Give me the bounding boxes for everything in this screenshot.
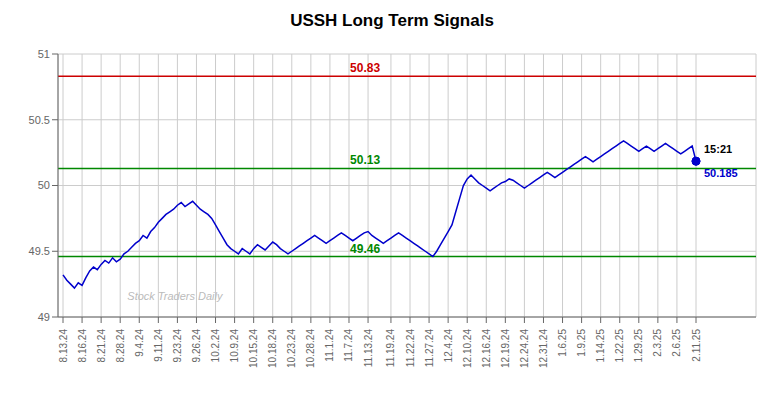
svg-text:8.16.24: 8.16.24 (77, 329, 88, 363)
svg-text:51: 51 (38, 48, 50, 60)
svg-text:11.22.24: 11.22.24 (405, 329, 416, 368)
svg-text:9.11.24: 9.11.24 (153, 329, 164, 362)
svg-text:10.18.24: 10.18.24 (267, 329, 278, 368)
svg-text:12.16.24: 12.16.24 (481, 329, 492, 368)
svg-text:10.2.24: 10.2.24 (210, 329, 221, 363)
svg-text:9.23.24: 9.23.24 (172, 329, 183, 363)
svg-text:50: 50 (38, 179, 50, 191)
svg-text:50.5: 50.5 (29, 114, 50, 126)
svg-text:1.29.25: 1.29.25 (633, 329, 644, 363)
html-text:Stock Traders Daily: Stock Traders Daily (127, 289, 223, 302)
svg-text:15:21: 15:21 (704, 143, 732, 155)
svg-text:1.22.25: 1.22.25 (614, 329, 625, 363)
svg-text:8.13.24: 8.13.24 (58, 329, 69, 363)
svg-text:9.4.24: 9.4.24 (134, 329, 145, 357)
svg-text:50.13: 50.13 (350, 153, 380, 167)
svg-text:1.14.25: 1.14.25 (595, 329, 606, 363)
svg-text:8.21.24: 8.21.24 (96, 329, 107, 363)
svg-text:2.3.25: 2.3.25 (652, 329, 663, 357)
svg-text:11.1.24: 11.1.24 (324, 329, 335, 362)
svg-text:10.9.24: 10.9.24 (229, 329, 240, 363)
svg-text:8.28.24: 8.28.24 (115, 329, 126, 363)
svg-text:12.4.24: 12.4.24 (443, 329, 454, 363)
svg-text:11.19.24: 11.19.24 (385, 329, 396, 368)
svg-text:12.24.24: 12.24.24 (519, 329, 530, 368)
svg-text:12.19.24: 12.19.24 (500, 329, 511, 368)
svg-text:10.28.24: 10.28.24 (305, 329, 316, 368)
svg-text:12.31.24: 12.31.24 (538, 329, 549, 368)
svg-text:1.6.25: 1.6.25 (557, 329, 568, 357)
svg-text:49: 49 (38, 311, 50, 323)
svg-text:49.46: 49.46 (350, 242, 380, 256)
svg-text:9.26.24: 9.26.24 (191, 329, 202, 363)
svg-text:49.5: 49.5 (29, 245, 50, 257)
html-text:USSH Long Term Signals: USSH Long Term Signals (290, 11, 494, 30)
svg-text:11.13.24: 11.13.24 (363, 329, 374, 368)
svg-text:10.23.24: 10.23.24 (286, 329, 297, 368)
svg-text:50.185: 50.185 (704, 167, 738, 179)
svg-text:2.6.25: 2.6.25 (671, 329, 682, 357)
svg-text:1.9.25: 1.9.25 (576, 329, 587, 357)
svg-text:10.15.24: 10.15.24 (248, 329, 259, 368)
svg-text:12.10.24: 12.10.24 (462, 329, 473, 368)
svg-text:11.27.24: 11.27.24 (424, 329, 435, 368)
svg-text:50.83: 50.83 (350, 61, 380, 75)
svg-text:11.7.24: 11.7.24 (343, 329, 354, 362)
svg-text:2.11.25: 2.11.25 (691, 329, 702, 362)
